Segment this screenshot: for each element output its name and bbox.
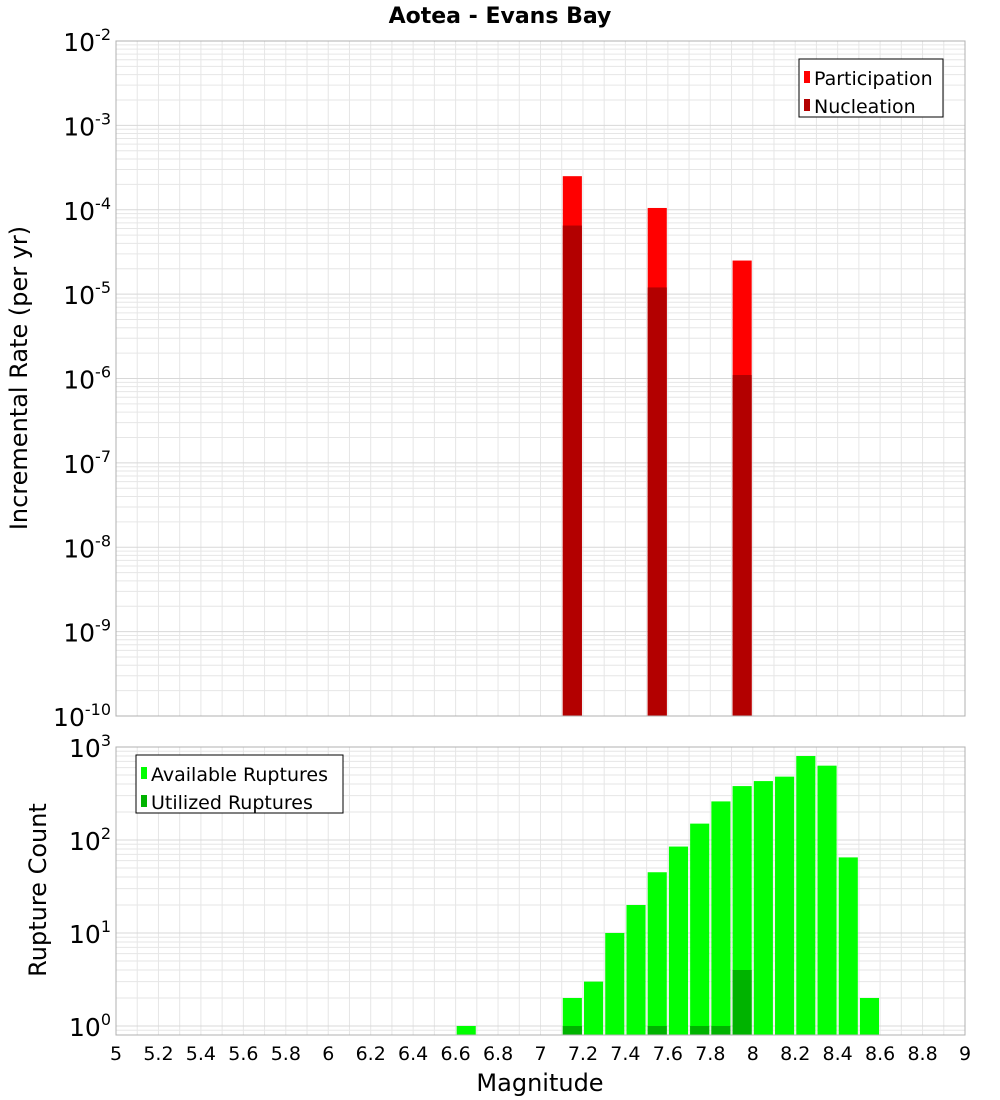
top-legend-label: Nucleation [814, 96, 916, 118]
x-tick-label: 7 [534, 1043, 546, 1065]
x-tick-label: 5.6 [228, 1043, 258, 1065]
available-bar [753, 781, 773, 1035]
top-y-axis-label: Incremental Rate (per yr) [5, 226, 33, 530]
x-tick-label: 8.8 [907, 1043, 937, 1065]
utilized-bar [647, 1025, 667, 1035]
x-tick-label: 5 [110, 1043, 122, 1065]
x-tick-label: 8.2 [780, 1043, 810, 1065]
available-bar [817, 765, 837, 1035]
top-y-tick-label: 10-8 [63, 531, 111, 563]
bottom-legend-label: Utilized Ruptures [151, 792, 313, 814]
x-tick-label: 6.8 [483, 1043, 513, 1065]
x-tick-label: 7.6 [653, 1043, 683, 1065]
available-bar [562, 997, 582, 1035]
x-tick-label: 5.2 [143, 1043, 173, 1065]
x-tick-label: 7.8 [695, 1043, 725, 1065]
bottom-frame [115, 746, 966, 1036]
x-tick-label: 8 [747, 1043, 759, 1065]
x-tick-label: 6 [322, 1043, 334, 1065]
available-bar [775, 776, 795, 1035]
bottom-legend-swatch [141, 795, 147, 807]
x-tick-label: 7.4 [610, 1043, 640, 1065]
top-legend-swatch [804, 99, 810, 111]
x-tick-label: 6.2 [356, 1043, 386, 1065]
available-bar [584, 981, 604, 1035]
bottom-legend-box [135, 754, 344, 814]
x-tick-label: 9 [959, 1043, 971, 1065]
x-tick-label: 6.4 [398, 1043, 428, 1065]
x-tick-label: 5.8 [271, 1043, 301, 1065]
utilized-bar [562, 1025, 582, 1035]
top-y-tick-label: 10-7 [63, 447, 111, 479]
utilized-bar [732, 969, 752, 1035]
available-bar [859, 997, 880, 1035]
top-legend-label: Participation [814, 68, 933, 90]
available-bar [690, 823, 710, 1035]
x-tick-label: 7.2 [568, 1043, 598, 1065]
top-y-tick-label: 10-10 [53, 700, 111, 732]
bottom-panel: 100 101 102 103 Available Ruptures Utilized R… [69, 731, 971, 1065]
bottom-legend-label: Available Ruptures [151, 764, 328, 786]
top-y-tick-label: 10-6 [63, 363, 111, 395]
bottom-y-tick-label: 100 [69, 1010, 111, 1042]
available-bar [838, 857, 858, 1035]
top-legend-swatch [804, 71, 810, 83]
top-legend-box [798, 58, 944, 118]
top-y-tick-label: 10-9 [63, 616, 111, 648]
available-bar [668, 846, 689, 1035]
bottom-y-axis-label: Rupture Count [24, 803, 52, 977]
available-bar [647, 872, 667, 1035]
bottom-y-tick-label: 101 [69, 917, 111, 949]
top-y-tick-label: 10-3 [63, 109, 111, 141]
x-tick-label: 5.4 [186, 1043, 216, 1065]
bottom-legend-swatch [141, 767, 147, 779]
available-bar [456, 1025, 476, 1035]
top-y-tick-label: 10-2 [63, 25, 111, 57]
top-frame [115, 40, 966, 717]
utilized-bar [690, 1025, 710, 1035]
top-y-tick-label: 10-4 [63, 194, 111, 226]
bottom-y-tick-label: 103 [69, 731, 111, 763]
nucleation-bar [562, 225, 582, 716]
available-bar [605, 932, 625, 1035]
x-tick-label: 8.4 [823, 1043, 853, 1065]
x-tick-label: 8.6 [865, 1043, 895, 1065]
top-y-tick-label: 10-5 [63, 278, 111, 310]
bottom-y-tick-label: 102 [69, 824, 111, 856]
available-bar [796, 756, 816, 1035]
x-axis-label: Magnitude [476, 1069, 603, 1097]
available-bar [626, 904, 646, 1035]
nucleation-bar [647, 287, 667, 716]
top-panel: 10-10 10-9 10-8 10-7 10-6 10-5 10-4 10-3 10-2 Par… [53, 25, 966, 732]
x-tick-label: 6.6 [440, 1043, 470, 1065]
available-bar [711, 801, 731, 1035]
chart-title: Aotea - Evans Bay [389, 4, 612, 29]
nucleation-bar [732, 375, 752, 716]
utilized-bar [711, 1025, 731, 1035]
